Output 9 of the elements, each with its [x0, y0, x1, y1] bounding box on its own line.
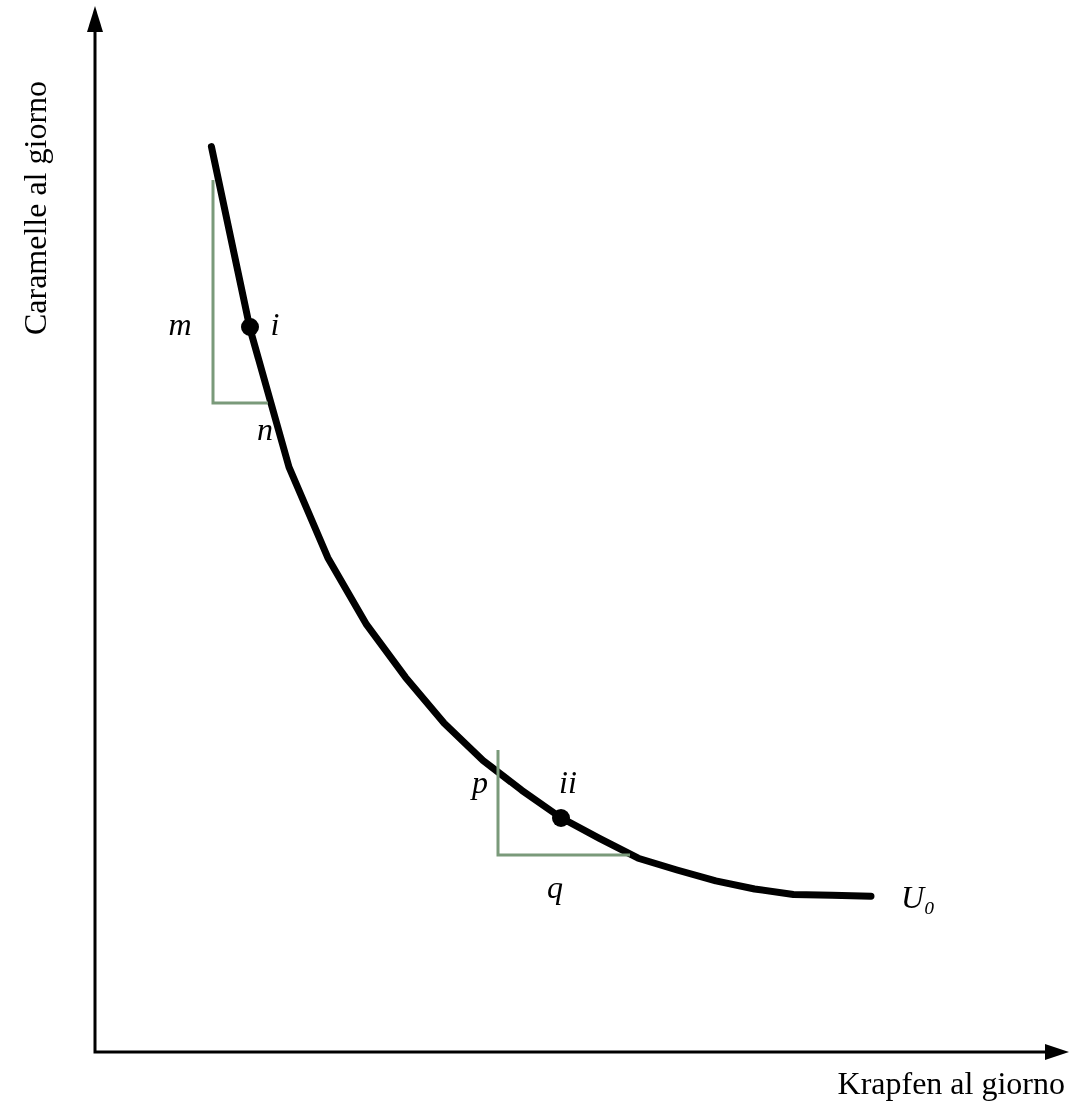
annotation: ii — [559, 764, 577, 801]
y-axis-title: Caramelle al giorno — [17, 80, 54, 336]
annotation: q — [547, 869, 563, 906]
annotation: n — [257, 411, 273, 448]
annotation: i — [270, 306, 280, 343]
annotation: U₀ — [900, 879, 936, 916]
annotation: m — [168, 306, 192, 343]
x-axis-title: Krapfen al giorno — [837, 1065, 1065, 1102]
annotation: p — [470, 764, 488, 801]
